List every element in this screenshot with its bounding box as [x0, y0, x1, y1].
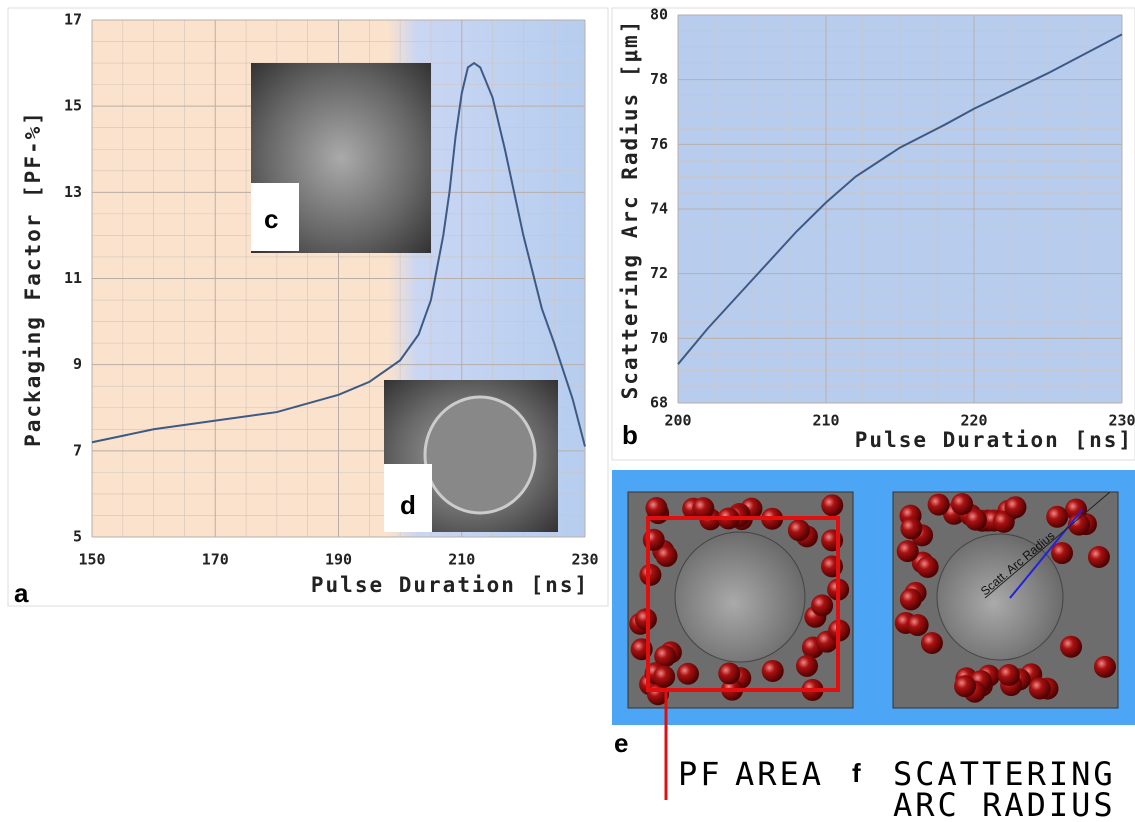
- y-tick-label: 74: [650, 200, 668, 218]
- x-tick-label: 220: [960, 412, 987, 430]
- y-tick-label: 78: [650, 70, 668, 88]
- x-tick-label: 230: [1108, 412, 1135, 430]
- y-axis-title: Packaging Factor [PF-%]: [21, 110, 45, 447]
- sphere: [645, 497, 667, 519]
- sphere: [821, 494, 843, 516]
- x-axis-title: Pulse Duration [ns]: [855, 428, 1133, 452]
- panel-label: c: [264, 204, 278, 234]
- sphere: [921, 632, 943, 654]
- sphere: [1004, 496, 1026, 518]
- area-text: AREA: [735, 755, 824, 793]
- y-tick-label: 72: [650, 264, 668, 282]
- sphere: [900, 588, 922, 610]
- sphere: [1088, 546, 1110, 568]
- sphere: [811, 594, 833, 616]
- sphere: [928, 494, 950, 516]
- x-tick-label: 200: [664, 412, 691, 430]
- sphere: [1029, 677, 1051, 699]
- x-tick-label: 230: [571, 551, 598, 569]
- sphere: [692, 497, 714, 519]
- sphere: [639, 564, 661, 586]
- x-tick-label: 150: [78, 551, 105, 569]
- x-axis-title: Pulse Duration [ns]: [311, 573, 589, 597]
- particle: [937, 534, 1063, 660]
- sphere: [762, 660, 784, 682]
- panel-label: e: [614, 728, 628, 758]
- pf-text: PF: [678, 755, 723, 793]
- sphere: [951, 493, 973, 515]
- y-tick-label: 13: [64, 183, 82, 201]
- y-tick-label: 80: [650, 6, 668, 24]
- particle: [675, 532, 805, 662]
- sphere: [796, 655, 818, 677]
- y-tick-label: 76: [650, 135, 668, 153]
- sphere: [653, 666, 675, 688]
- sphere: [998, 664, 1020, 686]
- x-tick-label: 210: [448, 551, 475, 569]
- sphere: [1094, 656, 1116, 678]
- x-tick-label: 210: [812, 412, 839, 430]
- crater: [425, 397, 535, 513]
- panel-label: d: [400, 490, 416, 520]
- sphere: [954, 675, 976, 697]
- y-tick-label: 11: [64, 269, 82, 287]
- panel-label: f: [852, 758, 861, 788]
- figure: 150 170 190 210 230 5 7 9 11 13 15 17 Pulse Duration…: [0, 0, 1135, 822]
- y-tick-label: 15: [64, 97, 82, 115]
- sphere: [677, 663, 699, 685]
- sphere: [1046, 506, 1068, 528]
- y-tick-label: 9: [73, 355, 82, 373]
- y-tick-label: 70: [650, 329, 668, 347]
- sphere: [788, 519, 810, 541]
- y-tick-label: 68: [650, 394, 668, 412]
- sphere: [917, 556, 939, 578]
- x-tick-label: 170: [202, 551, 229, 569]
- sphere: [718, 662, 740, 684]
- sphere: [897, 540, 919, 562]
- y-axis-title: Scattering Arc Radius [μm]: [618, 19, 642, 400]
- x-tick-label: 190: [325, 551, 352, 569]
- sphere: [1060, 636, 1082, 658]
- sphere: [635, 608, 657, 630]
- panel-label: a: [14, 578, 29, 608]
- y-tick-label: 7: [73, 441, 82, 459]
- arc-radius-text: ARC RADIUS: [893, 786, 1116, 822]
- panel-label: b: [622, 420, 638, 450]
- y-tick-label: 5: [73, 528, 82, 546]
- sphere: [900, 517, 922, 539]
- y-tick-label: 17: [64, 11, 82, 29]
- sphere: [907, 614, 929, 636]
